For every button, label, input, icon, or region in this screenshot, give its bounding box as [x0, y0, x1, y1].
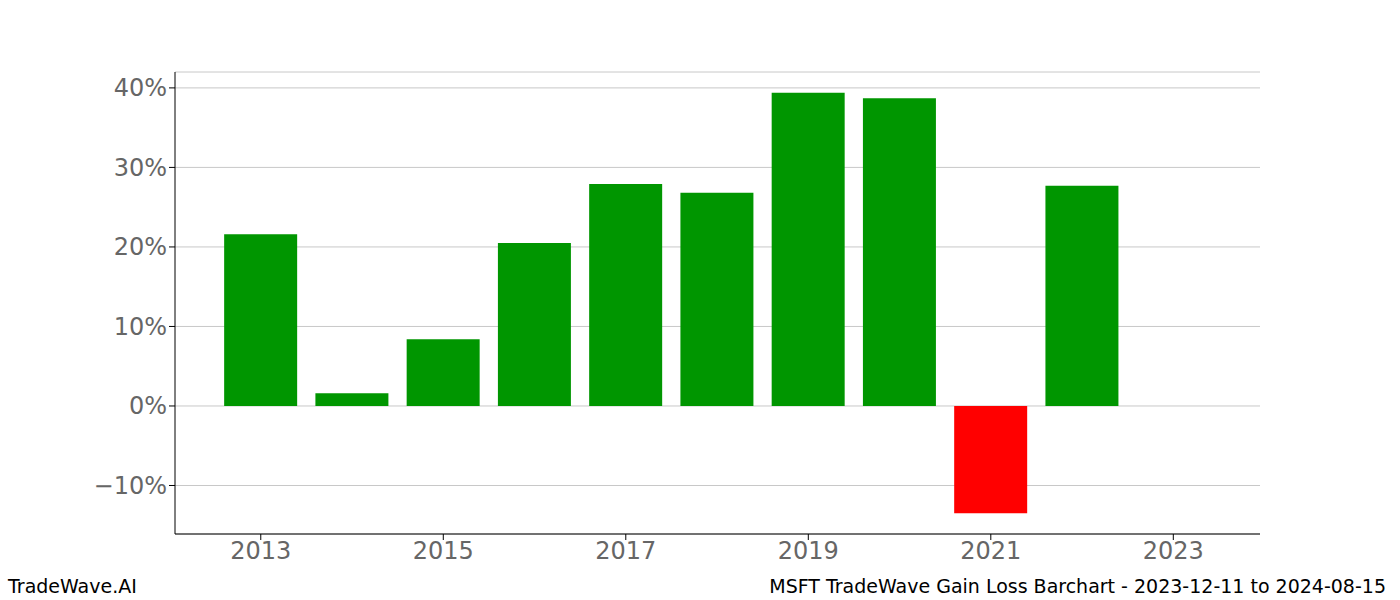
svg-text:30%: 30% [114, 154, 167, 182]
svg-text:2017: 2017 [595, 537, 656, 565]
svg-text:2013: 2013 [230, 537, 291, 565]
svg-text:−10%: −10% [94, 472, 167, 500]
svg-text:2021: 2021 [960, 537, 1021, 565]
svg-text:40%: 40% [114, 74, 167, 102]
html-text:MSFT TradeWave Gain Loss Barch: MSFT TradeWave Gain Loss Barchart - 2023… [769, 575, 1386, 597]
svg-text:10%: 10% [114, 313, 167, 341]
svg-text:2019: 2019 [778, 537, 839, 565]
svg-text:0%: 0% [129, 392, 167, 420]
html-text:TradeWave.AI: TradeWave.AI [8, 575, 137, 597]
svg-text:20%: 20% [114, 233, 167, 261]
svg-text:2023: 2023 [1143, 537, 1204, 565]
svg-text:2015: 2015 [413, 537, 474, 565]
